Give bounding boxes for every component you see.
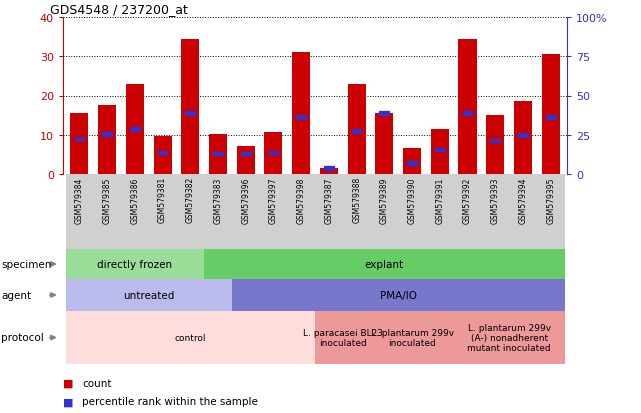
Text: GSM579392: GSM579392 — [463, 177, 472, 223]
Bar — [315, 311, 370, 364]
Text: GDS4548 / 237200_at: GDS4548 / 237200_at — [50, 3, 188, 16]
Bar — [292, 53, 310, 175]
Bar — [379, 112, 389, 116]
Text: percentile rank within the sample: percentile rank within the sample — [82, 396, 258, 406]
Text: GSM579386: GSM579386 — [130, 177, 139, 223]
Bar — [126, 85, 144, 175]
Text: GSM579381: GSM579381 — [158, 177, 167, 223]
Text: PMA/IO: PMA/IO — [379, 290, 417, 300]
Bar — [454, 311, 565, 364]
Text: protocol: protocol — [1, 333, 44, 343]
Text: GSM579383: GSM579383 — [213, 177, 222, 223]
Bar — [542, 55, 560, 175]
Bar — [343, 175, 370, 249]
Text: GSM579391: GSM579391 — [435, 177, 444, 223]
Bar — [545, 116, 556, 120]
Text: count: count — [82, 378, 112, 388]
Bar — [237, 146, 254, 175]
Bar — [403, 148, 421, 175]
Bar — [213, 152, 223, 156]
Text: GSM579385: GSM579385 — [103, 177, 112, 223]
Bar — [65, 279, 232, 311]
Bar — [407, 162, 417, 165]
Text: GSM579382: GSM579382 — [186, 177, 195, 223]
Bar — [296, 116, 306, 120]
Text: L. plantarum 299v
(A-) nonadherent
mutant inoculated: L. plantarum 299v (A-) nonadherent mutan… — [467, 323, 551, 353]
Text: explant: explant — [365, 259, 404, 269]
Text: GSM579397: GSM579397 — [269, 177, 278, 223]
Bar — [315, 175, 343, 249]
Bar — [103, 133, 112, 136]
Text: GSM579384: GSM579384 — [75, 177, 84, 223]
Bar — [426, 175, 454, 249]
Bar — [232, 279, 565, 311]
Bar — [98, 106, 116, 175]
Bar — [490, 140, 500, 143]
Bar — [204, 249, 565, 279]
Text: L. paracasei BL23
inoculated: L. paracasei BL23 inoculated — [303, 328, 383, 347]
Text: agent: agent — [1, 290, 31, 300]
Bar — [376, 114, 394, 175]
Bar — [149, 175, 176, 249]
Bar — [537, 175, 565, 249]
Bar — [65, 311, 315, 364]
Bar — [232, 175, 260, 249]
Text: GSM579393: GSM579393 — [491, 177, 500, 223]
Text: GSM579396: GSM579396 — [241, 177, 250, 223]
Text: GSM579395: GSM579395 — [546, 177, 555, 223]
Bar — [130, 128, 140, 131]
Text: ■: ■ — [63, 378, 73, 388]
Bar — [481, 175, 509, 249]
Bar — [370, 311, 454, 364]
Bar — [509, 175, 537, 249]
Bar — [458, 40, 476, 175]
Bar — [94, 175, 121, 249]
Text: L. plantarum 299v
inoculated: L. plantarum 299v inoculated — [370, 328, 454, 347]
Bar — [324, 167, 334, 171]
Bar — [487, 116, 504, 175]
Bar — [204, 175, 232, 249]
Bar — [158, 151, 167, 155]
Bar — [181, 40, 199, 175]
Bar — [65, 249, 204, 279]
Bar — [320, 169, 338, 175]
Text: GSM579394: GSM579394 — [519, 177, 528, 223]
Text: GSM579389: GSM579389 — [380, 177, 389, 223]
Text: GSM579390: GSM579390 — [408, 177, 417, 223]
Text: ■: ■ — [63, 396, 73, 406]
Bar — [463, 112, 472, 116]
Text: GSM579388: GSM579388 — [352, 177, 361, 223]
Bar — [514, 102, 532, 175]
Bar — [269, 151, 278, 155]
Bar — [347, 85, 365, 175]
Bar — [176, 175, 204, 249]
Text: specimen: specimen — [1, 259, 52, 269]
Text: GSM579387: GSM579387 — [324, 177, 333, 223]
Bar — [65, 175, 94, 249]
Bar — [431, 130, 449, 175]
Bar — [185, 112, 195, 116]
Bar — [518, 134, 528, 137]
Bar — [370, 175, 398, 249]
Bar — [241, 152, 251, 156]
Bar — [154, 137, 172, 175]
Bar — [435, 148, 445, 152]
Bar — [352, 130, 362, 133]
Bar — [209, 135, 227, 175]
Bar — [260, 175, 287, 249]
Bar — [71, 114, 88, 175]
Bar — [74, 138, 85, 141]
Text: GSM579398: GSM579398 — [297, 177, 306, 223]
Bar — [287, 175, 315, 249]
Text: control: control — [174, 333, 206, 342]
Bar — [398, 175, 426, 249]
Bar — [265, 133, 283, 175]
Text: untreated: untreated — [123, 290, 174, 300]
Text: directly frozen: directly frozen — [97, 259, 172, 269]
Bar — [454, 175, 481, 249]
Bar — [121, 175, 149, 249]
